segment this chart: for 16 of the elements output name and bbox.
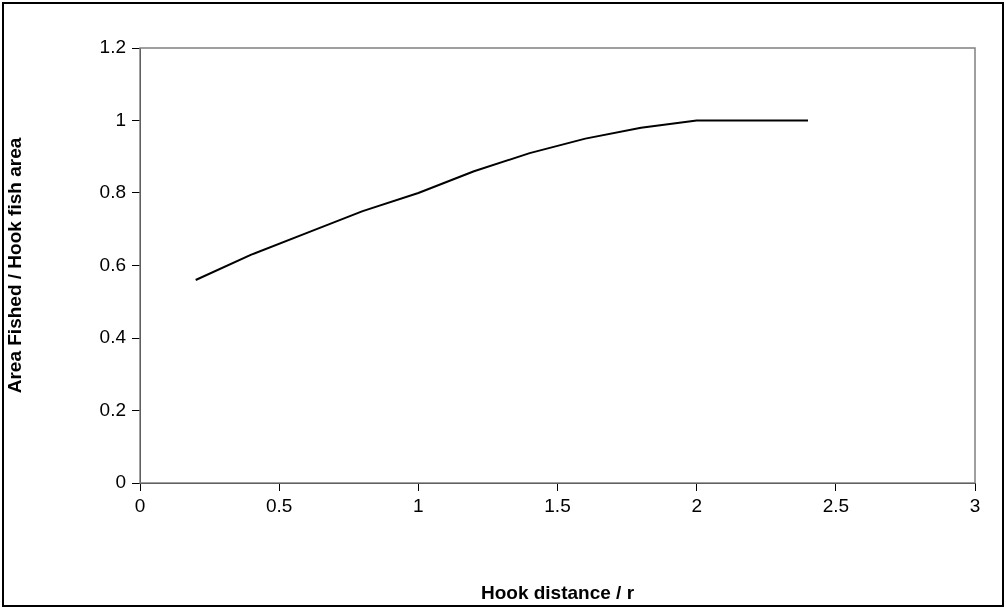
x-tick-label: 1.5: [544, 494, 571, 516]
x-tick-label: 2: [691, 494, 702, 516]
y-axis-title: Area Fished / Hook fish area: [3, 137, 25, 394]
y-tick-label: 0.4: [99, 326, 127, 348]
y-tick-label: 0.8: [99, 181, 126, 203]
x-tick-label: 3: [969, 494, 981, 516]
x-tick-label: 0: [134, 494, 146, 516]
y-tick-label: 0.2: [99, 398, 126, 420]
y-tick-label: 1.2: [99, 36, 126, 58]
y-tick-label: 0.6: [99, 253, 126, 275]
y-tick-label: 0: [115, 471, 126, 493]
x-axis-title: Hook distance / r: [480, 581, 635, 603]
x-tick-label: 1: [413, 494, 424, 516]
x-tick-label: 2.5: [822, 494, 850, 516]
x-tick-label: 0.5: [265, 494, 293, 516]
y-tick-label: 1: [115, 108, 126, 130]
